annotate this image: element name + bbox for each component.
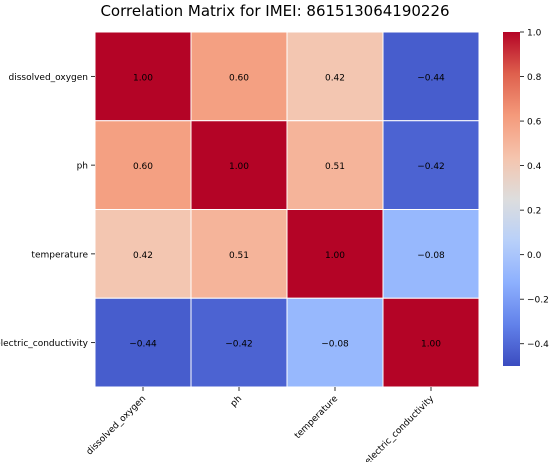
y-tick-label: dissolved_oxygen [8, 73, 88, 83]
heatmap-cell [382, 31, 480, 122]
y-tick-label: ph [77, 162, 88, 172]
cell-value-label: −0.42 [225, 340, 253, 350]
cell-value-label: −0.44 [417, 73, 445, 83]
y-tick-label: electric_conductivity [0, 339, 89, 349]
heatmap-cell [94, 297, 192, 388]
colorbar: 1.0 0.8 0.6 0.4 0.2 0.0 −0.2 −0.4 [503, 29, 549, 366]
cell-value-label: 1.00 [421, 340, 441, 350]
cell-value-label: 1.00 [133, 73, 153, 83]
colorbar-tick-label: 0.2 [527, 207, 541, 217]
cell-value-label: 0.51 [229, 251, 249, 261]
heatmap-cell [190, 120, 288, 210]
heatmap-cell [286, 120, 384, 210]
colorbar-tick-label: 0.0 [527, 251, 542, 261]
column-labels: dissolved_oxygen ph temperature electric_co… [85, 387, 437, 462]
cell-value-label: 1.00 [229, 162, 249, 172]
cell-value-label: 0.60 [133, 162, 153, 172]
cell-value-label: −0.08 [417, 251, 445, 261]
y-tick-label: temperature [31, 250, 88, 260]
cell-value-label: 0.51 [325, 162, 345, 172]
colorbar-gradient [503, 32, 520, 366]
heatmap-cell [94, 120, 192, 210]
x-tick-label: electric_conductivity [363, 394, 436, 462]
colorbar-tick-label: 1.0 [527, 29, 542, 39]
colorbar-tick-label: 0.6 [527, 118, 542, 128]
colorbar-tick-label: 0.8 [527, 73, 542, 83]
x-tick-label: dissolved_oxygen [85, 394, 148, 457]
chart-title: Correlation Matrix for IMEI: 86151306419… [100, 2, 450, 20]
heatmap-cell [382, 297, 480, 388]
heatmap-cell [94, 209, 192, 299]
cell-value-label: 1.00 [325, 251, 345, 261]
x-tick-label: temperature [293, 394, 340, 441]
cell-value-label: 0.42 [133, 251, 153, 261]
cell-value-label: 0.42 [325, 73, 345, 83]
cell-value-label: −0.44 [129, 340, 157, 350]
colorbar-tick-label: 0.4 [527, 162, 542, 172]
heatmap-cell [190, 297, 288, 388]
heatmap-cell [382, 209, 480, 299]
x-tick-label: ph [229, 394, 244, 409]
cell-value-label: −0.42 [417, 162, 445, 172]
colorbar-tick-label: −0.4 [527, 340, 549, 350]
heatmap-cell [382, 120, 480, 210]
cell-value-label: −0.08 [321, 340, 349, 350]
colorbar-tick-label: −0.2 [527, 296, 549, 306]
heatmap-cell [286, 297, 384, 388]
heatmap-cells: 1.00 0.60 0.42 −0.44 0.60 1.00 0.51 −0.42 0.42 0.… [94, 31, 480, 388]
cell-value-label: 0.60 [229, 73, 249, 83]
heatmap-cell [286, 209, 384, 299]
